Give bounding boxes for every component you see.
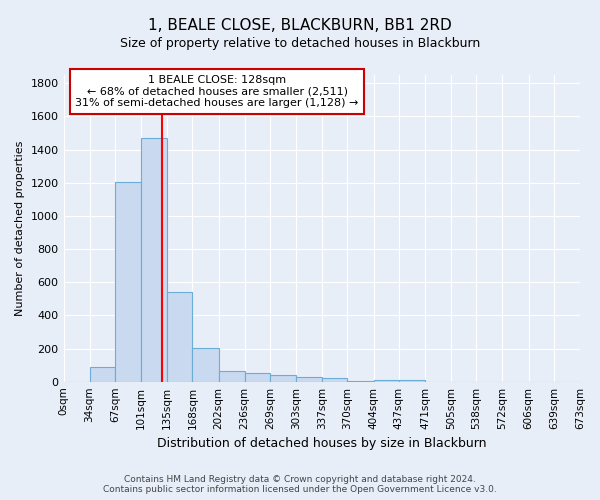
- Bar: [245, 374, 270, 382]
- Text: Contains HM Land Registry data © Crown copyright and database right 2024.: Contains HM Land Registry data © Crown c…: [124, 475, 476, 484]
- X-axis label: Distribution of detached houses by size in Blackburn: Distribution of detached houses by size …: [157, 437, 487, 450]
- Y-axis label: Number of detached properties: Number of detached properties: [15, 140, 25, 316]
- Bar: [193, 348, 218, 382]
- Text: Size of property relative to detached houses in Blackburn: Size of property relative to detached ho…: [120, 38, 480, 51]
- Bar: [270, 376, 296, 382]
- Bar: [347, 381, 374, 382]
- Bar: [141, 138, 167, 382]
- Bar: [374, 380, 399, 382]
- Text: Contains public sector information licensed under the Open Government Licence v3: Contains public sector information licen…: [103, 485, 497, 494]
- Bar: [218, 371, 245, 382]
- Bar: [322, 378, 347, 382]
- Text: 1, BEALE CLOSE, BLACKBURN, BB1 2RD: 1, BEALE CLOSE, BLACKBURN, BB1 2RD: [148, 18, 452, 32]
- Bar: [167, 292, 193, 382]
- Bar: [399, 380, 425, 382]
- Bar: [89, 367, 115, 382]
- Bar: [115, 182, 141, 382]
- Text: 1 BEALE CLOSE: 128sqm
← 68% of detached houses are smaller (2,511)
31% of semi-d: 1 BEALE CLOSE: 128sqm ← 68% of detached …: [76, 75, 359, 108]
- Bar: [296, 377, 322, 382]
